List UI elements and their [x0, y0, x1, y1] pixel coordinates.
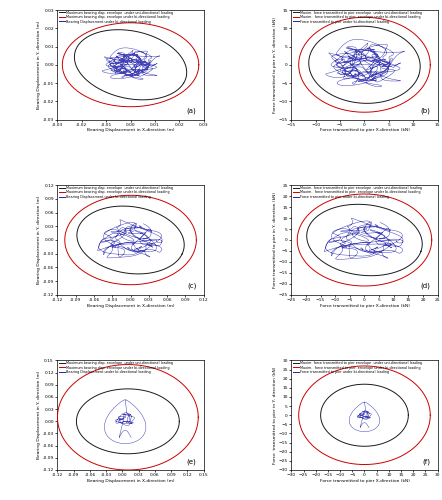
X-axis label: Force transmitted to pier X-direction (kN): Force transmitted to pier X-direction (k…: [320, 128, 409, 132]
Y-axis label: Force  transmitted to pier in Y- direction (kN): Force transmitted to pier in Y- directio…: [273, 366, 277, 464]
Text: (d): (d): [420, 283, 430, 290]
X-axis label: Bearing Displacement in X-direction (m): Bearing Displacement in X-direction (m): [87, 128, 174, 132]
Text: (b): (b): [420, 108, 430, 114]
Y-axis label: Force transmitted to pier in Y- direction (kN): Force transmitted to pier in Y- directio…: [273, 17, 277, 113]
Text: (c): (c): [187, 283, 196, 290]
X-axis label: Force transmitted to pier X-direction (kN): Force transmitted to pier X-direction (k…: [320, 304, 409, 308]
Legend: Maxim. force transmitted to pier envelope  under uni-directional loading, Maxim.: Maxim. force transmitted to pier envelop…: [293, 361, 422, 374]
Text: (f): (f): [422, 458, 430, 464]
Legend: Maximum bearing disp. envelope  under uni-directional loading, Maximum bearing d: Maximum bearing disp. envelope under uni…: [59, 361, 173, 374]
X-axis label: Bearing Displacement in X-direction (m): Bearing Displacement in X-direction (m): [87, 479, 174, 483]
Text: (a): (a): [187, 108, 196, 114]
Legend: Maxim. force transmitted to pier envelope  under uni-directional loading, Maxim.: Maxim. force transmitted to pier envelop…: [293, 10, 422, 24]
Text: (e): (e): [187, 458, 196, 464]
Legend: Maximum bearing disp. envelope  under uni-directional loading, Maximum bearing d: Maximum bearing disp. envelope under uni…: [59, 186, 173, 199]
Y-axis label: Bearing Displacement in Y- direction (m): Bearing Displacement in Y- direction (m): [37, 20, 42, 109]
Y-axis label: Force transmitted to pier in Y- direction (kN): Force transmitted to pier in Y- directio…: [273, 192, 277, 288]
X-axis label: Bearing Displacement in X-direction (m): Bearing Displacement in X-direction (m): [87, 304, 174, 308]
Legend: Maxim. force transmitted to pier envelope  under uni-directional loading, Maxim.: Maxim. force transmitted to pier envelop…: [293, 186, 422, 199]
Y-axis label: Bearing Displacement in Y- direction (m): Bearing Displacement in Y- direction (m): [37, 371, 42, 460]
Y-axis label: Bearing Displacement in Y- direction (m): Bearing Displacement in Y- direction (m): [37, 196, 42, 284]
Legend: Maximum bearing disp. envelope  under uni-directional loading, Maximum bearing d: Maximum bearing disp. envelope under uni…: [59, 10, 173, 24]
X-axis label: Force transmitted to pier X-direction (kN): Force transmitted to pier X-direction (k…: [320, 479, 409, 483]
